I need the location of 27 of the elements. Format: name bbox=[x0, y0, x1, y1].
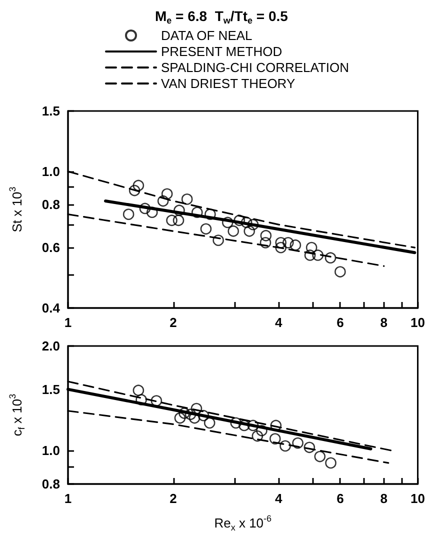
y-tick-label: 1.0 bbox=[42, 442, 60, 458]
x-tick-label: 4 bbox=[274, 315, 283, 330]
y-axis-title: St x 103 bbox=[8, 186, 24, 232]
x-tick-label: 8 bbox=[380, 315, 388, 330]
x-tick-label: 1 bbox=[64, 315, 72, 330]
y-tick-label: 0.8 bbox=[42, 476, 60, 492]
y-tick-label: 1.5 bbox=[42, 382, 60, 397]
x-tick-label: 10 bbox=[410, 315, 426, 330]
x-tick-label: 6 bbox=[336, 315, 344, 330]
x-tick-label: 8 bbox=[380, 491, 388, 506]
y-tick-label: 2.0 bbox=[42, 338, 60, 354]
x-tick-label: 2 bbox=[170, 315, 177, 330]
y-tick-label: 0.6 bbox=[42, 240, 60, 256]
y-tick-label: 1.0 bbox=[42, 164, 60, 179]
y-tick-label: 1.5 bbox=[42, 104, 60, 118]
x-tick-label: 4 bbox=[274, 491, 283, 506]
y-tick-label: 0.8 bbox=[42, 197, 60, 212]
x-tick-label: 10 bbox=[410, 491, 426, 506]
y-axis-title: cf x 103 bbox=[8, 394, 26, 436]
x-tick-label: 1 bbox=[64, 491, 72, 506]
legend-label: VAN DRIEST THEORY bbox=[161, 76, 296, 91]
x-tick-label: 6 bbox=[336, 491, 344, 506]
y-tick-label: 0.4 bbox=[42, 300, 61, 316]
x-tick-label: 2 bbox=[170, 491, 177, 506]
legend-label: DATA OF NEAL bbox=[161, 28, 252, 43]
legend-label: SPALDING-CHI CORRELATION bbox=[161, 60, 350, 75]
legend-label: PRESENT METHOD bbox=[161, 44, 282, 59]
